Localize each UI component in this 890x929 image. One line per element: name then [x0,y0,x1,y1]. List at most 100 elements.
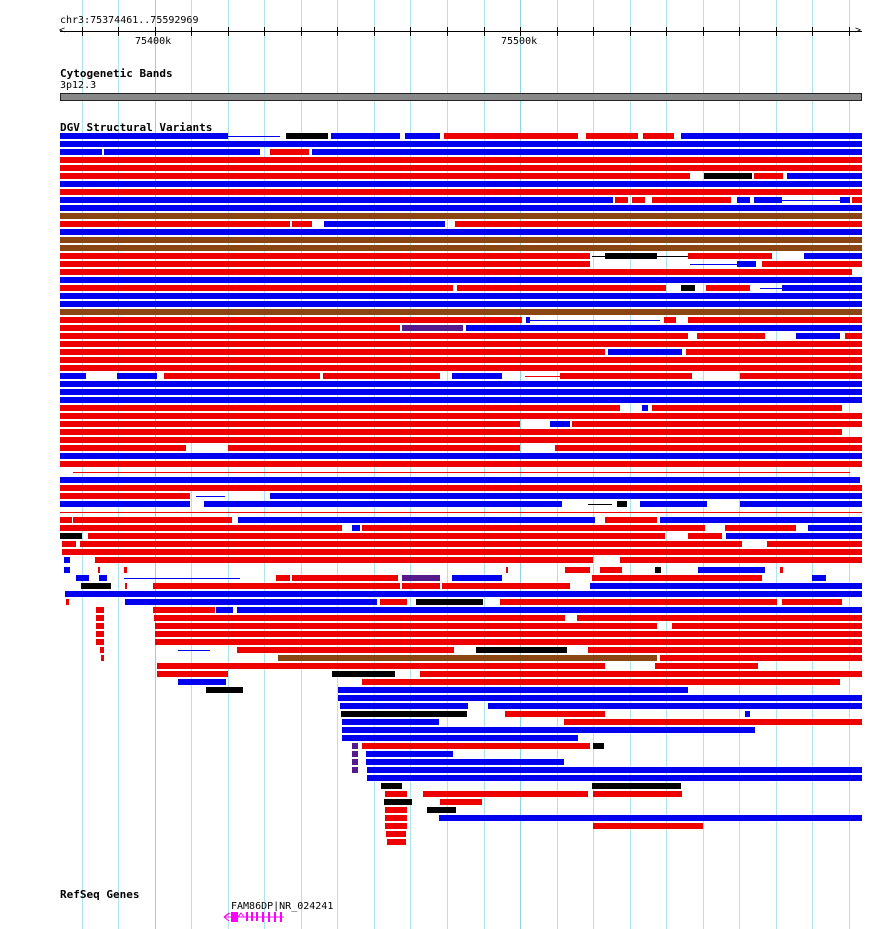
variant-gain[interactable] [60,285,453,291]
variant-loss[interactable] [99,575,107,581]
variant-gain[interactable] [60,253,590,259]
variant-gain[interactable] [60,357,862,363]
variant-loss[interactable] [466,325,862,331]
variant-complex[interactable] [402,575,440,581]
variant-gain[interactable] [780,567,783,573]
variant-gain[interactable] [754,173,783,179]
variant-loss[interactable] [60,181,862,187]
variant-loss[interactable] [76,575,89,581]
variant-gain[interactable] [60,157,862,163]
variant-gain[interactable] [442,583,570,589]
variant-loss-connector[interactable] [782,200,840,201]
variant-loss[interactable] [367,767,862,773]
variant-loss[interactable] [60,397,862,403]
variant-gain[interactable] [457,285,666,291]
variant-gain[interactable] [697,333,765,339]
variant-loss[interactable] [338,695,862,701]
variant-loss[interactable] [812,575,826,581]
variant-loss-connector[interactable] [690,264,737,265]
variant-gain[interactable] [688,317,862,323]
variant-gain[interactable] [60,517,72,523]
variant-loss[interactable] [342,735,578,741]
variant-gain[interactable] [762,261,862,267]
variant-loss[interactable] [405,133,440,139]
variant-gain-connector[interactable] [60,512,862,513]
variant-gain[interactable] [292,221,312,227]
variant-gain[interactable] [402,583,440,589]
variant-loss[interactable] [352,525,360,531]
variant-complex[interactable] [352,743,358,749]
variant-gain[interactable] [385,791,407,797]
variant-gain[interactable] [688,253,772,259]
variant-loss[interactable] [60,501,190,507]
variant-gain[interactable] [60,325,400,331]
variant-inversion[interactable] [286,133,328,139]
variant-gain[interactable] [164,373,320,379]
variant-loss[interactable] [340,703,468,709]
variant-inversion[interactable] [593,743,604,749]
variant-loss[interactable] [216,607,233,613]
variant-loss[interactable] [60,453,862,459]
variant-inversion[interactable] [381,783,402,789]
variant-loss[interactable] [312,149,862,155]
variant-loss[interactable] [726,533,862,539]
variant-gain[interactable] [73,517,232,523]
variant-loss[interactable] [60,293,862,299]
variant-gain[interactable] [386,831,406,837]
variant-gain[interactable] [60,341,862,347]
variant-gain[interactable] [505,711,605,717]
variant-inversion[interactable] [655,567,661,573]
variant-gain[interactable] [270,149,309,155]
variant-gain[interactable] [60,493,190,499]
variant-loss[interactable] [60,277,862,283]
variant-gain[interactable] [593,823,703,829]
variant-gain[interactable] [60,461,862,467]
variant-gain[interactable] [380,599,407,605]
variant-loss[interactable] [342,727,755,733]
variant-gain[interactable] [615,197,628,203]
ruler-right-arrow-icon[interactable]: > [855,25,862,36]
variant-loss[interactable] [698,567,765,573]
variant-inversion[interactable] [476,647,567,653]
variant-gain[interactable] [60,405,620,411]
variant-gain[interactable] [60,189,862,195]
variant-gain[interactable] [577,615,862,621]
variant-gain-connector[interactable] [525,376,560,377]
variant-gain[interactable] [455,221,862,227]
variant-gain[interactable] [96,623,104,629]
variant-gain[interactable] [740,373,862,379]
variant-gain[interactable] [444,133,578,139]
variant-gain[interactable] [96,607,104,613]
variant-gain[interactable] [385,823,407,829]
variant-loss[interactable] [64,567,70,573]
variant-loss[interactable] [331,133,400,139]
variant-inversion[interactable] [416,599,483,605]
variant-loss-connector[interactable] [124,578,240,579]
cytoband-bar[interactable] [60,93,862,101]
variant-loss[interactable] [60,477,860,483]
variant-gain[interactable] [323,373,440,379]
variant-gain[interactable] [60,165,862,171]
variant-gain[interactable] [605,517,657,523]
variant-loss[interactable] [550,421,570,427]
variant-loss[interactable] [60,149,102,155]
variant-complex[interactable] [352,751,358,757]
variant-gain[interactable] [767,541,862,547]
variant-gain[interactable] [292,575,398,581]
variant-gain[interactable] [100,647,104,653]
variant-gain[interactable] [362,679,840,685]
variant-loss-connector[interactable] [196,496,225,497]
variant-gain[interactable] [60,261,590,267]
variant-loss[interactable] [590,583,862,589]
variant-gain[interactable] [154,615,565,621]
variant-complex[interactable] [352,759,358,765]
variant-gain[interactable] [706,285,750,291]
variant-loss[interactable] [342,719,439,725]
variant-gain[interactable] [655,663,758,669]
variant-gain[interactable] [60,349,605,355]
variant-loss[interactable] [740,501,862,507]
variant-loss[interactable] [488,703,862,709]
variant-gain[interactable] [96,639,104,645]
variant-gain[interactable] [643,133,674,139]
variant-loss[interactable] [338,687,688,693]
